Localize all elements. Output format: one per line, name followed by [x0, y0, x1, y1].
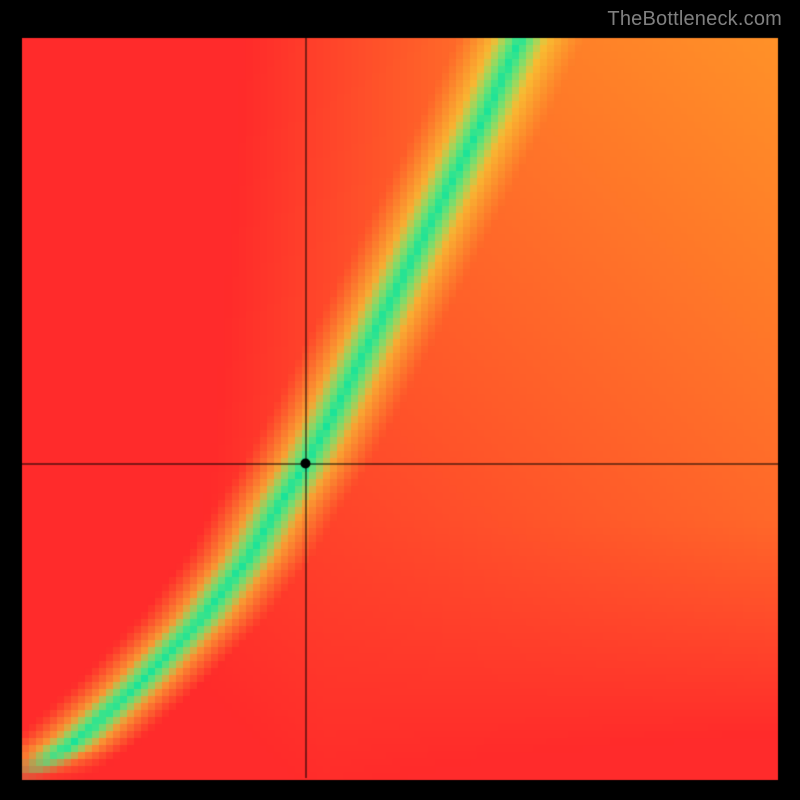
chart-container: TheBottleneck.com [0, 0, 800, 800]
bottleneck-heatmap [0, 0, 800, 800]
watermark-label: TheBottleneck.com [607, 8, 782, 31]
